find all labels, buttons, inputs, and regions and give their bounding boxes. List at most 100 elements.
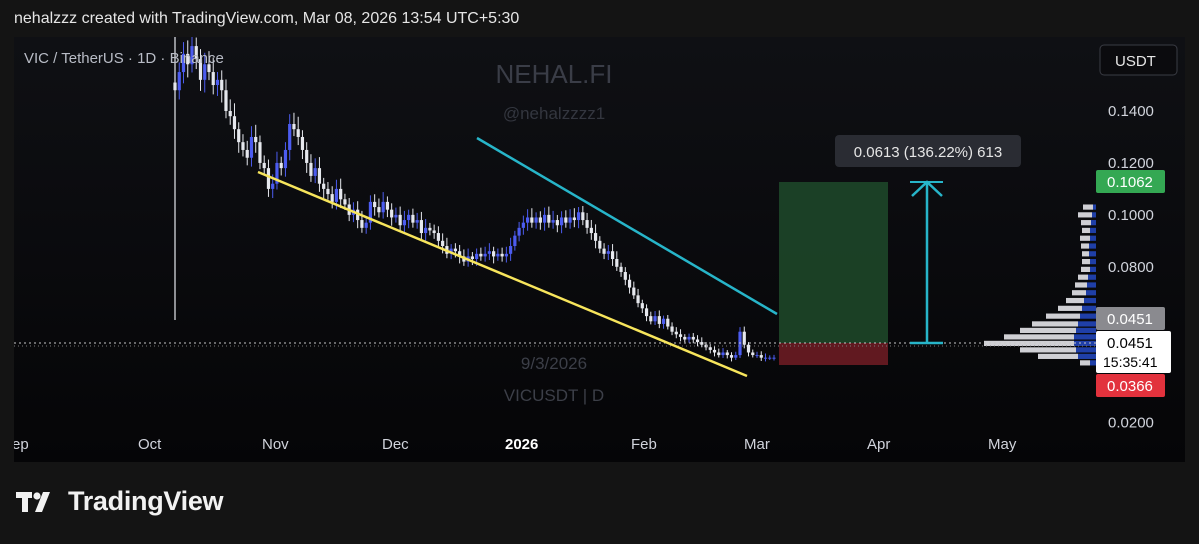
- candle-body: [283, 149, 288, 169]
- candle-body: [402, 220, 407, 226]
- candle-body: [432, 230, 436, 234]
- candle-body: [198, 59, 203, 80]
- volume-profile-bar: [1074, 334, 1096, 340]
- stop-price-tag: [1096, 374, 1165, 397]
- volume-profile-bar: [1083, 204, 1093, 210]
- volume-profile-bar: [1078, 274, 1088, 280]
- candle-body: [589, 227, 593, 234]
- candle-body: [593, 233, 598, 241]
- candle-body: [317, 168, 322, 184]
- candle-body: [678, 334, 683, 337]
- candle-body: [266, 168, 271, 189]
- candle-body: [530, 217, 534, 223]
- volume-profile-bar: [1082, 305, 1096, 311]
- candle-body: [237, 129, 241, 143]
- tradingview-brand: TradingView: [16, 486, 224, 517]
- target-price-tag: [1096, 170, 1165, 193]
- candle-body: [576, 212, 581, 221]
- volume-profile-bar: [1089, 243, 1096, 249]
- candle-body: [729, 355, 734, 358]
- position-loss-zone[interactable]: [779, 343, 888, 365]
- countdown-label: 15:35:41: [1103, 354, 1158, 370]
- support-trendline[interactable]: [257, 170, 748, 378]
- candle-body: [610, 251, 615, 260]
- volume-profile-bar: [1087, 282, 1096, 288]
- candle-body: [700, 342, 704, 345]
- tradingview-logo-icon: [16, 491, 50, 512]
- candle-body: [394, 214, 398, 218]
- volume-profile-bar: [1092, 212, 1096, 218]
- price-chart[interactable]: NEHAL.FI @nehalzzzz1 9/3/2026 VICUSDT | …: [14, 37, 1185, 462]
- candle-body: [322, 183, 326, 189]
- candle-body: [670, 326, 674, 332]
- x-tick-label: ep: [14, 436, 29, 453]
- candle-body: [623, 271, 627, 280]
- candle-body: [258, 142, 262, 163]
- watermark-date: 9/3/2026: [521, 354, 587, 373]
- chart-caption: nehalzzz created with TradingView.com, M…: [14, 10, 520, 27]
- candle-body: [683, 336, 687, 340]
- candle-body: [619, 266, 623, 272]
- volume-profile-bar: [1038, 353, 1078, 359]
- candle-body: [428, 227, 432, 231]
- watermark-ticker: VICUSDT | D: [504, 386, 604, 405]
- candle-body: [360, 220, 364, 228]
- candle-body: [224, 90, 228, 112]
- candle-body: [296, 129, 300, 137]
- candle-body: [190, 46, 194, 65]
- x-axis[interactable]: ep Oct Nov Dec 2026 Feb Mar Apr May: [14, 436, 1017, 453]
- x-tick-label: 2026: [505, 436, 538, 453]
- x-tick-label: Mar: [744, 436, 770, 453]
- candle-body: [568, 217, 572, 223]
- candle-body: [746, 344, 751, 353]
- volume-profile-bar: [1082, 259, 1090, 265]
- volume-profile-bar: [1082, 251, 1089, 257]
- target-price-label: 0.1062: [1107, 174, 1153, 191]
- volume-profile-bar: [1090, 235, 1096, 241]
- measure-arrow[interactable]: [910, 180, 943, 345]
- volume-profile-bar: [1020, 347, 1076, 353]
- candle-body: [564, 217, 568, 223]
- candle-body: [755, 355, 759, 357]
- candle-body: [615, 259, 619, 267]
- candle-body: [483, 253, 487, 257]
- candle-body: [275, 162, 279, 184]
- watermark-name: NEHAL.FI: [495, 59, 612, 89]
- volume-profile-bar: [1084, 297, 1096, 304]
- candle-body: [411, 214, 415, 223]
- candle-body: [640, 303, 644, 309]
- candle-body: [606, 251, 610, 254]
- candle-body: [751, 352, 755, 356]
- volume-profile-bar: [1004, 334, 1074, 340]
- volume-profile-bar: [1076, 327, 1096, 334]
- volume-profile-bar: [1080, 235, 1090, 241]
- currency-button[interactable]: USDT: [1115, 53, 1156, 70]
- x-tick-label: Dec: [382, 436, 409, 453]
- candle-body: [542, 214, 547, 223]
- resistance-trendline[interactable]: [476, 136, 778, 316]
- candle-body: [381, 201, 385, 213]
- volume-profile-bar: [1058, 305, 1082, 311]
- candle-body: [559, 217, 564, 226]
- volume-profile-bar: [1080, 313, 1096, 319]
- symbol-legend[interactable]: VIC / TetherUS · 1D · Binance: [24, 50, 224, 67]
- candle-body: [644, 308, 649, 317]
- candle-body: [717, 352, 721, 356]
- candle-body: [300, 136, 305, 150]
- y-tick-label: 0.1000: [1108, 207, 1154, 224]
- candle-body: [245, 149, 249, 158]
- grey-price-label: 0.0451: [1107, 311, 1153, 328]
- candle-body: [220, 79, 224, 91]
- chart-panel[interactable]: NEHAL.FI @nehalzzzz1 9/3/2026 VICUSDT | …: [14, 37, 1185, 462]
- candle-body: [653, 316, 657, 322]
- candle-body: [513, 235, 517, 247]
- candle-body: [551, 220, 555, 223]
- candle-body: [772, 357, 776, 359]
- currency-button-box[interactable]: [1099, 44, 1178, 76]
- candle-body: [377, 207, 381, 213]
- volume-profile-bar: [1078, 212, 1092, 218]
- candle-body: [581, 212, 585, 221]
- candle-body: [398, 214, 402, 226]
- candle-body: [419, 220, 423, 234]
- position-profit-zone[interactable]: [779, 182, 888, 343]
